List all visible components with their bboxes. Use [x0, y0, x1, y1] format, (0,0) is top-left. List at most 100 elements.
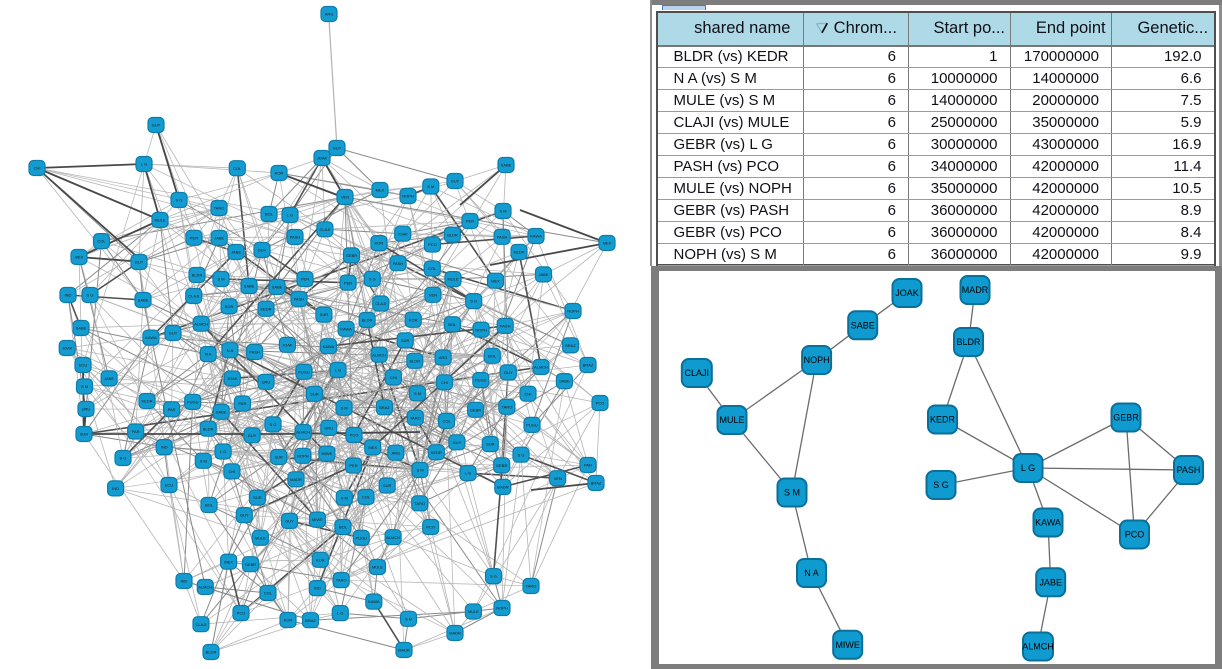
svg-text:S M: S M: [341, 495, 348, 500]
svg-text:CHI: CHI: [441, 380, 448, 385]
svg-text:ARG: ARG: [439, 355, 448, 360]
svg-text:NOPH: NOPH: [567, 309, 579, 314]
svg-text:L G: L G: [337, 611, 343, 616]
svg-text:IND: IND: [112, 486, 119, 491]
svg-text:KOR: KOR: [275, 171, 284, 176]
svg-text:ARG: ARG: [391, 450, 400, 455]
svg-text:PASH: PASH: [1177, 465, 1201, 475]
svg-text:PER: PER: [190, 235, 198, 240]
svg-text:PASH: PASH: [393, 261, 404, 266]
svg-text:GUY: GUY: [333, 146, 342, 151]
svg-text:COL: COL: [362, 495, 371, 500]
svg-text:JABE: JABE: [1039, 578, 1062, 588]
svg-text:PAR: PAR: [168, 407, 176, 412]
svg-text:JOAK: JOAK: [397, 231, 408, 236]
svg-text:ECU: ECU: [165, 483, 174, 488]
svg-text:SABE: SABE: [272, 285, 283, 290]
svg-text:KOR: KOR: [409, 317, 418, 322]
svg-text:BRAZ: BRAZ: [565, 343, 576, 348]
svg-text:S G: S G: [470, 299, 477, 304]
svg-text:COL: COL: [233, 166, 242, 171]
svg-text:L G: L G: [141, 162, 147, 167]
svg-text:BLDR: BLDR: [409, 358, 420, 363]
svg-text:BOL: BOL: [265, 212, 274, 217]
svg-text:NOPH: NOPH: [402, 194, 414, 199]
svg-text:MADR: MADR: [497, 485, 509, 490]
svg-text:ALMCH: ALMCH: [534, 365, 548, 370]
svg-text:IND: IND: [314, 586, 321, 591]
svg-text:JOAK: JOAK: [227, 376, 238, 381]
svg-text:CHI: CHI: [228, 469, 235, 474]
svg-text:CHI: CHI: [525, 391, 532, 396]
svg-text:PCO: PCO: [426, 525, 435, 530]
svg-text:JABE: JABE: [214, 236, 224, 241]
svg-text:BRAZ: BRAZ: [583, 363, 594, 368]
svg-text:VEN: VEN: [341, 195, 349, 200]
svg-text:S M: S M: [405, 616, 412, 621]
svg-text:BLDR: BLDR: [203, 426, 214, 431]
svg-text:MEX: MEX: [603, 241, 612, 246]
svg-text:GUY: GUY: [451, 179, 460, 184]
svg-text:BLDR: BLDR: [447, 232, 458, 237]
svg-text:MADR: MADR: [962, 285, 989, 295]
svg-text:TARO: TARO: [410, 415, 421, 420]
svg-text:GEBR: GEBR: [1113, 413, 1139, 423]
svg-text:S M: S M: [217, 277, 224, 282]
svg-text:PAR: PAR: [238, 401, 246, 406]
svg-text:SUR: SUR: [274, 455, 283, 460]
svg-text:SABE: SABE: [559, 379, 570, 384]
svg-text:MULE: MULE: [154, 218, 165, 223]
svg-text:KAWA: KAWA: [145, 335, 157, 340]
svg-text:MULE: MULE: [719, 415, 744, 425]
svg-text:KEDR: KEDR: [513, 250, 524, 255]
svg-text:PASH: PASH: [497, 234, 508, 239]
svg-text:GUY: GUY: [152, 123, 161, 128]
svg-text:L G: L G: [1021, 463, 1035, 473]
svg-text:SABE: SABE: [138, 298, 149, 303]
svg-text:MULE: MULE: [468, 609, 479, 614]
svg-text:ALMCH: ALMCH: [296, 430, 310, 435]
svg-text:BOL: BOL: [339, 525, 348, 530]
svg-text:MULE: MULE: [255, 535, 266, 540]
svg-text:S G: S G: [490, 574, 497, 579]
svg-text:BLDR: BLDR: [956, 337, 981, 347]
svg-text:GUY: GUY: [285, 519, 294, 524]
svg-text:CLAJI: CLAJI: [319, 227, 330, 232]
svg-text:JABE: JABE: [104, 376, 114, 381]
svg-text:GUY: GUY: [135, 260, 144, 265]
svg-text:TARO: TARO: [414, 501, 425, 506]
svg-text:MEX: MEX: [75, 255, 84, 260]
svg-text:S G: S G: [87, 293, 94, 298]
svg-text:CHI: CHI: [34, 166, 41, 171]
svg-text:KAWA: KAWA: [530, 234, 542, 239]
svg-text:TARO: TARO: [336, 578, 347, 583]
svg-text:N A: N A: [227, 348, 234, 353]
svg-text:PASH: PASH: [294, 297, 305, 302]
svg-text:KOR: KOR: [316, 557, 325, 562]
svg-text:IND: IND: [161, 445, 168, 450]
svg-text:NOPH: NOPH: [804, 355, 830, 365]
svg-text:S G: S G: [933, 480, 949, 490]
svg-text:SUR: SUR: [383, 483, 392, 488]
svg-text:SABE: SABE: [76, 326, 87, 331]
svg-text:TARO: TARO: [214, 206, 225, 211]
svg-text:IND: IND: [65, 293, 72, 298]
svg-text:SABE: SABE: [244, 284, 255, 289]
svg-text:KEDR: KEDR: [141, 399, 152, 404]
svg-text:SUR: SUR: [320, 312, 329, 317]
svg-text:BOL: BOL: [205, 503, 214, 508]
svg-text:KOR: KOR: [284, 618, 293, 623]
svg-text:KAWA: KAWA: [340, 326, 352, 331]
svg-text:PCO: PCO: [1125, 530, 1145, 540]
svg-text:IND: IND: [181, 579, 188, 584]
svg-text:SUR: SUR: [401, 338, 410, 343]
svg-text:SABE: SABE: [851, 321, 875, 331]
svg-text:MIWE: MIWE: [835, 640, 860, 650]
svg-text:MEX: MEX: [368, 445, 377, 450]
svg-text:PASH: PASH: [249, 350, 260, 355]
svg-text:PUGU: PUGU: [298, 369, 310, 374]
svg-text:GEBR: GEBR: [245, 562, 256, 567]
svg-text:PUGU: PUGU: [475, 378, 487, 383]
svg-text:S G: S G: [518, 452, 525, 457]
svg-text:S M: S M: [427, 184, 434, 189]
